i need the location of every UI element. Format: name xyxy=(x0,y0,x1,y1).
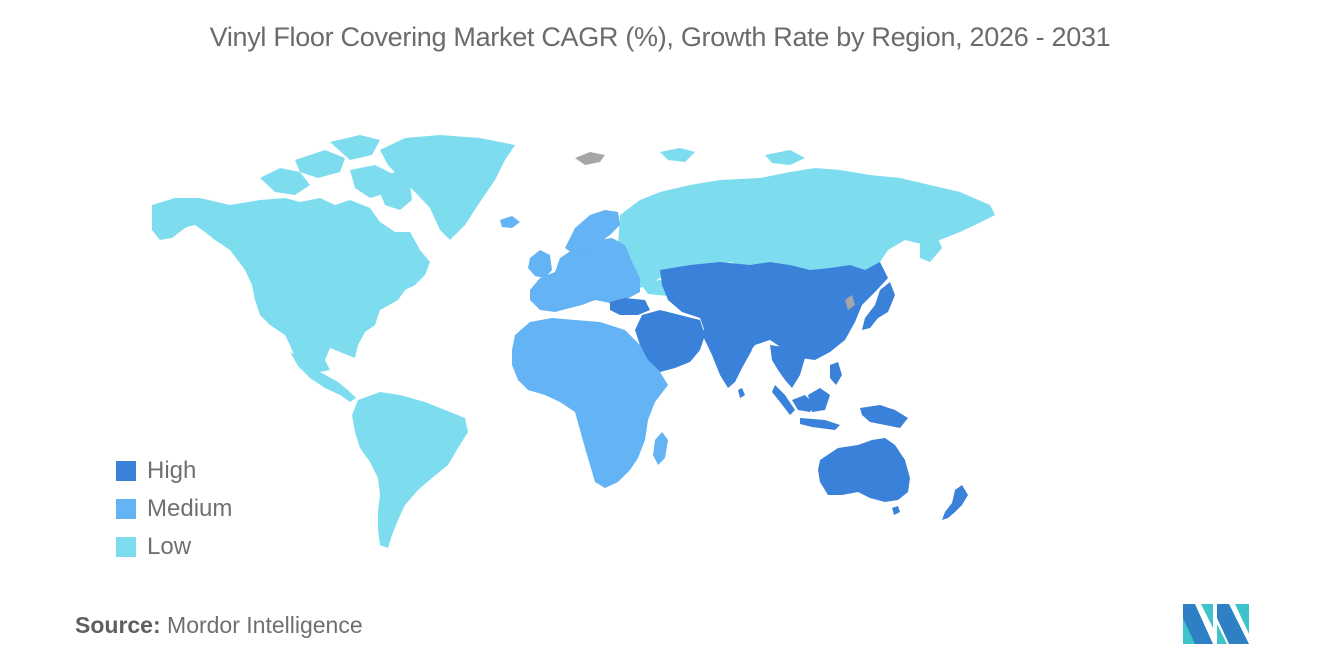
alaska xyxy=(152,198,210,240)
region-medium xyxy=(500,210,668,488)
region-low xyxy=(152,135,995,548)
legend-swatch-high xyxy=(116,461,136,481)
legend-label-medium: Medium xyxy=(147,495,233,522)
legend-label-high: High xyxy=(147,457,197,484)
iceland xyxy=(500,216,520,228)
legend-label-low: Low xyxy=(147,533,192,560)
source-label: Source: xyxy=(75,612,161,638)
source-value: Mordor Intelligence xyxy=(167,612,363,638)
mordor-intelligence-logo-icon xyxy=(1183,604,1249,644)
legend-item-high[interactable]: High xyxy=(116,452,232,490)
tasmania xyxy=(892,506,900,515)
south-america xyxy=(352,392,468,548)
sri-lanka xyxy=(738,388,745,398)
canada-islands-3 xyxy=(330,135,380,160)
legend-item-medium[interactable]: Medium xyxy=(116,490,232,528)
baffin xyxy=(375,172,412,210)
greenland xyxy=(380,135,515,240)
russia-islands xyxy=(660,148,695,162)
madagascar xyxy=(653,432,668,465)
region-high xyxy=(610,262,968,520)
indonesia-java xyxy=(800,418,840,430)
chart-title: Vinyl Floor Covering Market CAGR (%), Gr… xyxy=(209,22,1111,52)
japan xyxy=(862,282,895,330)
canada-islands-1 xyxy=(260,168,310,195)
philippines xyxy=(830,362,842,385)
legend-item-low[interactable]: Low xyxy=(116,528,232,566)
middle-east xyxy=(635,310,705,372)
legend: High Medium Low xyxy=(116,452,232,566)
new-guinea xyxy=(860,405,908,428)
europe xyxy=(530,238,640,312)
africa xyxy=(512,318,668,488)
legend-swatch-medium xyxy=(116,499,136,519)
sumatra xyxy=(772,385,795,415)
region-no-data xyxy=(575,152,855,310)
russia-islands-2 xyxy=(765,150,805,165)
borneo xyxy=(808,388,830,412)
canada-islands-2 xyxy=(295,150,345,178)
central-america xyxy=(290,352,356,402)
southeast-asia xyxy=(770,345,805,388)
korea xyxy=(845,295,855,310)
new-zealand xyxy=(942,485,968,520)
north-america xyxy=(155,198,430,372)
legend-swatch-low xyxy=(116,537,136,557)
turkey xyxy=(610,298,650,315)
india xyxy=(700,330,752,388)
svalbard xyxy=(575,152,605,165)
scandinavia xyxy=(565,210,620,255)
uk-ireland xyxy=(528,250,552,278)
kamchatka xyxy=(920,232,942,262)
australia xyxy=(818,438,910,502)
russia xyxy=(618,168,995,288)
source-attribution: Source: Mordor Intelligence xyxy=(75,612,363,639)
